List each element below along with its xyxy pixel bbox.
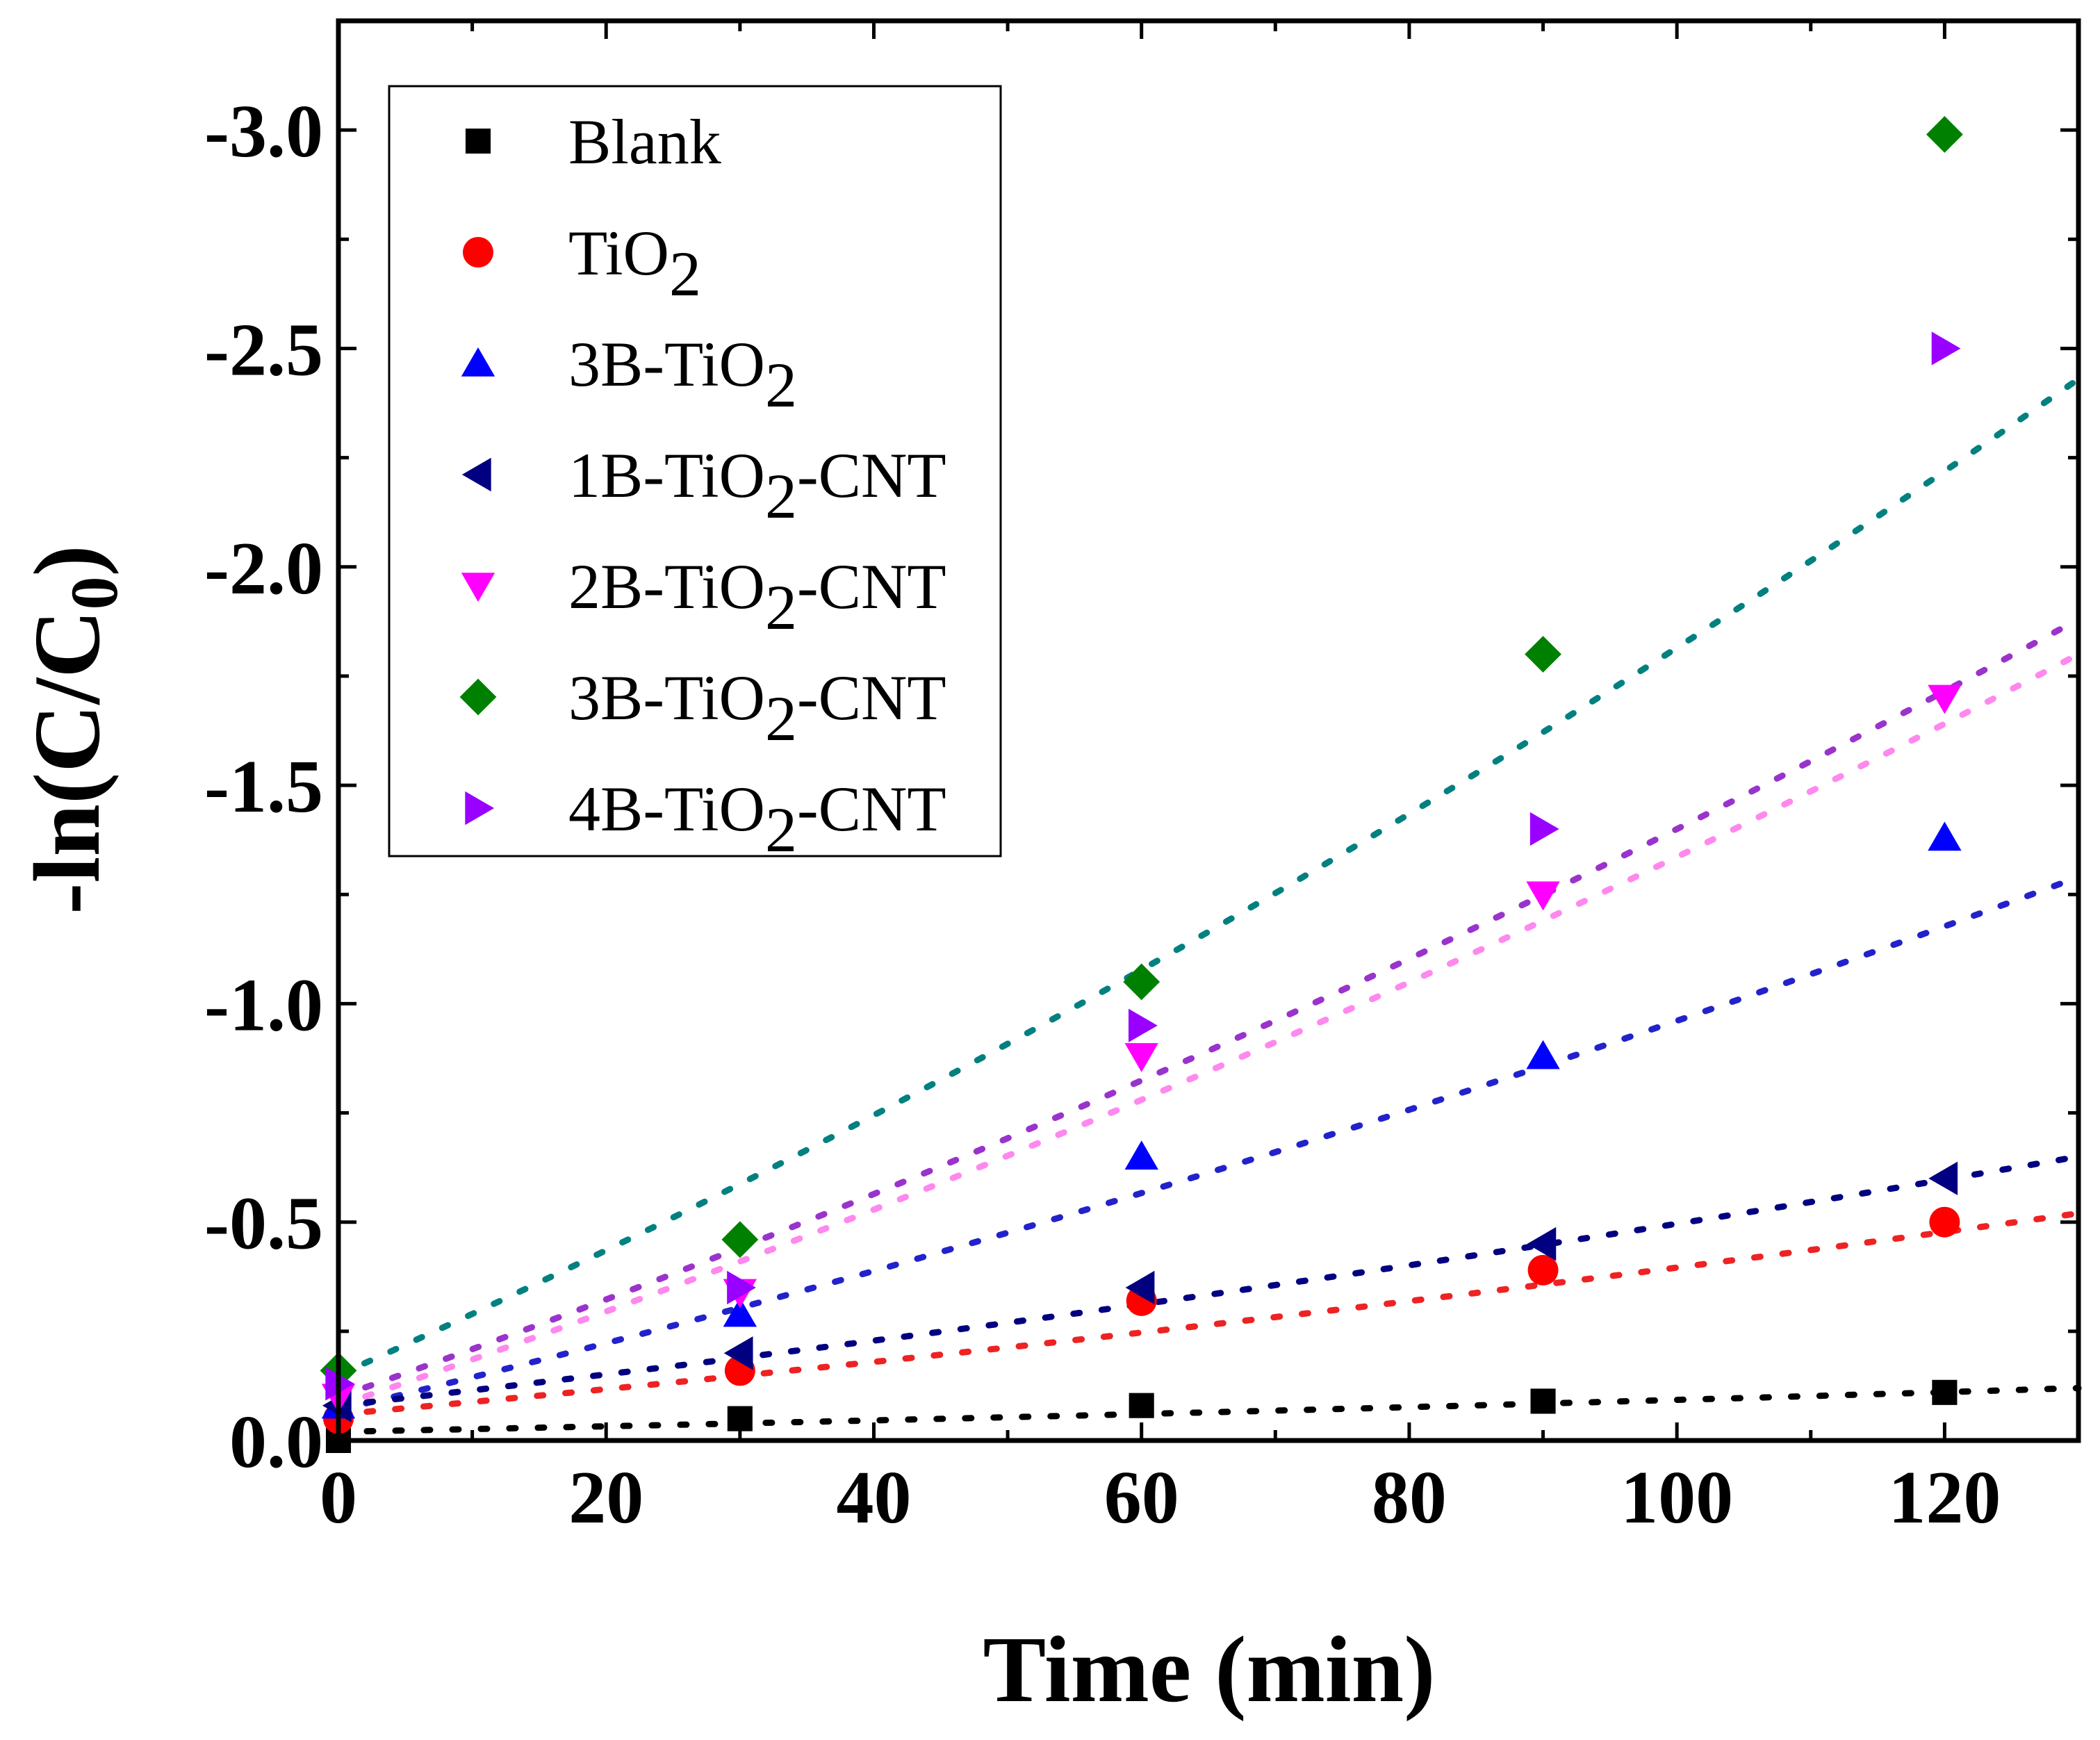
data-point-s1-4 (1929, 1206, 1960, 1238)
fit-line-4 (335, 651, 2082, 1409)
data-point-s4-2 (1124, 1043, 1158, 1072)
x-tick-label: 40 (836, 1456, 911, 1539)
fit-line-3 (335, 1153, 2082, 1409)
data-point-s5-4 (1926, 116, 1963, 153)
data-point-s2-3 (1526, 1040, 1560, 1069)
x-tick-label: 60 (1104, 1456, 1179, 1539)
legend-label-4: 2B-TiO2-CNT (568, 551, 946, 643)
data-point-s4-4 (1928, 684, 1962, 714)
data-point-s1-3 (1527, 1254, 1559, 1286)
y-tick-label: -2.0 (204, 527, 323, 610)
legend-marker-1 (463, 237, 493, 268)
data-point-s3-1 (723, 1336, 753, 1370)
data-point-s4-3 (1526, 881, 1560, 911)
data-point-s6-1 (727, 1270, 756, 1305)
x-tick-labels: 0 20 40 60 80 100 120 (320, 1456, 2001, 1539)
data-point-s3-3 (1527, 1226, 1557, 1261)
data-point-s0-4 (1932, 1379, 1958, 1405)
data-point-s5-2 (1123, 963, 1160, 1001)
fit-line-1 (335, 1210, 2082, 1418)
fit-line-0 (335, 1385, 2082, 1435)
x-tick-label: 20 (568, 1456, 643, 1539)
legend-marker-0 (465, 128, 491, 154)
y-tick-label: -2.5 (204, 309, 323, 391)
fit-line-2 (335, 873, 2082, 1413)
data-point-s5-1 (721, 1221, 759, 1258)
fit-line-5 (335, 376, 2082, 1379)
y-tick-label: 0.0 (229, 1401, 323, 1484)
y-axis-title-end: ) (15, 545, 120, 576)
data-point-s3-4 (1928, 1161, 1958, 1196)
data-point-s6-2 (1128, 1008, 1158, 1043)
data-point-s2-4 (1928, 821, 1962, 851)
axis-ticks (336, 21, 2081, 1443)
x-tick-label: 80 (1372, 1456, 1447, 1539)
y-tick-label: -3.0 (204, 90, 323, 173)
data-point-s3-2 (1125, 1270, 1155, 1305)
x-tick-label: 120 (1888, 1456, 2001, 1539)
y-axis-title: -ln(C/C0) (15, 545, 131, 914)
data-point-s2-2 (1124, 1140, 1158, 1170)
y-tick-labels: 0.0 -0.5 -1.0 -1.5 -2.0 -2.5 -3.0 (204, 90, 323, 1484)
y-axis-title-sub: 0 (57, 577, 131, 610)
legend-label-3: 1B-TiO2-CNT (568, 440, 946, 532)
fit-lines (335, 376, 2082, 1435)
legend-marker-4 (461, 573, 495, 602)
legend: Blank TiO2 3B-TiO2 1B-TiO2-CNT 2B-TiO2-CNT 3B… (388, 85, 1002, 865)
y-axis-title-main: -ln(C/C (15, 610, 120, 914)
legend-label-0: Blank (568, 106, 721, 177)
data-point-s2-1 (723, 1297, 757, 1327)
data-markers (320, 116, 1963, 1454)
y-tick-label: -1.0 (204, 964, 323, 1047)
data-point-s5-3 (1525, 636, 1561, 673)
plot-frame (336, 18, 2081, 1443)
legend-marker-3 (461, 457, 491, 492)
legend-label-5: 3B-TiO2-CNT (568, 662, 946, 754)
data-point-s6-3 (1529, 812, 1559, 846)
x-axis-title: Time (min) (983, 1618, 1436, 1722)
data-point-s6-4 (1931, 331, 1961, 366)
x-tick-label: 0 (320, 1456, 357, 1539)
data-point-s0-3 (1530, 1388, 1556, 1414)
x-tick-label: 100 (1621, 1456, 1733, 1539)
data-point-s0-2 (1129, 1393, 1154, 1418)
legend-label-1: TiO2 (568, 218, 701, 309)
y-tick-label: -1.5 (204, 746, 323, 828)
legend-marker-2 (461, 347, 495, 377)
y-tick-label: -0.5 (204, 1183, 323, 1265)
legend-label-6: 4B-TiO2-CNT (568, 773, 946, 865)
legend-label-2: 3B-TiO2 (568, 329, 797, 420)
legend-marker-5 (459, 678, 497, 716)
legend-marker-6 (465, 791, 495, 826)
data-point-s0-1 (727, 1406, 753, 1431)
